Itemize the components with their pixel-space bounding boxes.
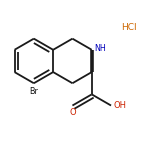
Text: OH: OH xyxy=(113,101,126,110)
Text: Br: Br xyxy=(29,87,38,96)
Text: HCl: HCl xyxy=(121,23,136,32)
Text: O: O xyxy=(69,108,76,117)
Text: NH: NH xyxy=(94,44,106,53)
